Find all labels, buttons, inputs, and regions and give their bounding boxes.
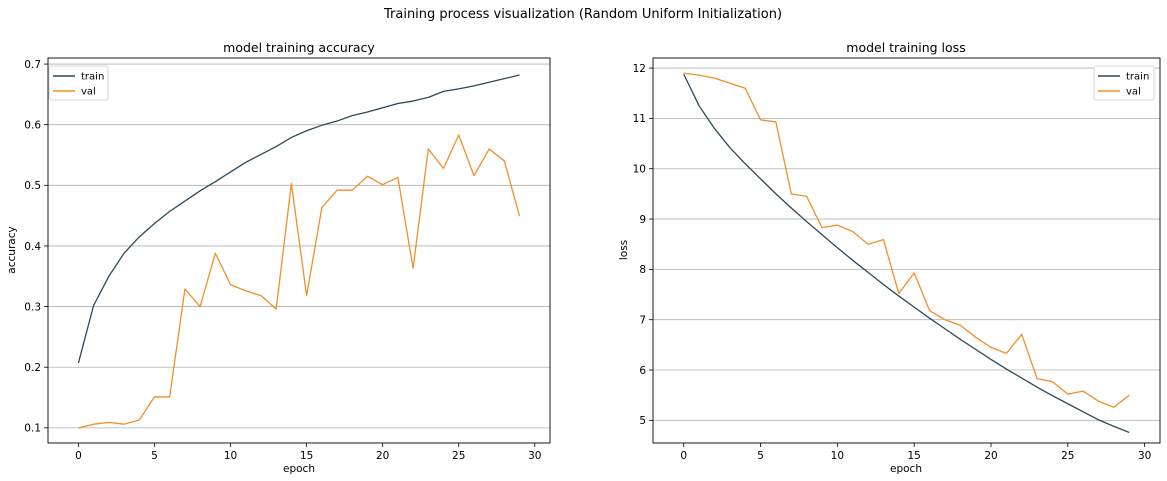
loss-y-tick-label: 9 [639,214,646,226]
loss-axes-frame [652,57,1161,444]
loss-y-tick-label: 8 [639,264,646,276]
loss-y-ticks: 5 6 7 8 9 10 11 12 [633,63,653,427]
loss-y-tick-label: 7 [639,314,646,326]
accuracy-chart-title: model training accuracy [223,40,375,55]
loss-y-tick-label: 5 [639,415,646,427]
loss-series-val-line [683,72,1130,408]
loss-chart-title: model training loss [846,40,965,55]
accuracy-y-tick-label: 0.3 [24,301,41,313]
accuracy-x-tick-label: 30 [528,450,541,462]
loss-x-tick-label: 25 [1061,450,1074,462]
loss-series [683,72,1130,434]
accuracy-series-val-line [78,134,521,429]
loss-series-train-line [683,73,1130,434]
loss-x-ticks: 0 5 10 15 20 25 30 [680,443,1151,462]
accuracy-x-axis-label: epoch [283,463,315,475]
loss-legend: train val [1093,65,1155,101]
loss-x-tick-label: 5 [757,450,764,462]
accuracy-legend: train val [48,65,109,101]
figure-suptitle: Training process visualization (Random U… [383,7,782,22]
loss-y-tick-label: 12 [633,63,646,75]
accuracy-x-tick-label: 20 [376,450,389,462]
loss-plot-area [653,58,1160,443]
accuracy-x-ticks: 0 5 10 15 20 25 30 [75,443,541,462]
loss-legend-train-label: train [1126,72,1149,83]
loss-y-tick-label: 10 [633,164,646,176]
accuracy-series [77,74,521,429]
loss-y-axis-label: loss [618,240,630,260]
accuracy-x-tick-label: 25 [452,450,465,462]
loss-gridlines [653,67,1160,421]
loss-y-tick-label: 6 [639,365,646,377]
loss-x-tick-label: 30 [1138,450,1151,462]
loss-x-tick-label: 10 [831,450,844,462]
loss-legend-val-label: val [1126,87,1141,98]
loss-y-tick-label: 11 [633,113,646,125]
accuracy-x-tick-label: 15 [300,450,313,462]
accuracy-y-tick-label: 0.4 [24,241,41,253]
loss-x-tick-label: 0 [680,450,687,462]
accuracy-x-tick-label: 5 [151,450,158,462]
accuracy-y-ticks: 0.1 0.2 0.3 0.4 0.5 0.6 0.7 [24,59,48,435]
accuracy-y-tick-label: 0.6 [24,119,41,131]
loss-x-tick-label: 15 [907,450,920,462]
accuracy-chart: 0 5 10 15 20 25 30 0.1 0.2 0.3 0.4 0.5 0.6 0.7 model… [6,40,551,475]
accuracy-axes-frame [47,57,551,444]
accuracy-y-tick-label: 0.7 [24,59,41,71]
accuracy-series-train-line [77,74,520,364]
accuracy-plot-area [48,58,550,443]
accuracy-y-axis-label: accuracy [6,226,18,273]
accuracy-x-tick-label: 10 [224,450,237,462]
accuracy-y-tick-label: 0.2 [24,362,41,374]
loss-x-tick-label: 20 [984,450,997,462]
accuracy-y-tick-label: 0.5 [24,180,41,192]
accuracy-y-tick-label: 0.1 [24,423,41,435]
loss-x-axis-label: epoch [890,463,922,475]
accuracy-legend-val-label: val [81,87,96,98]
accuracy-legend-train-label: train [81,72,104,83]
accuracy-x-tick-label: 0 [75,450,82,462]
loss-chart: 0 5 10 15 20 25 30 5 6 7 8 9 10 11 12 model training … [618,40,1161,475]
